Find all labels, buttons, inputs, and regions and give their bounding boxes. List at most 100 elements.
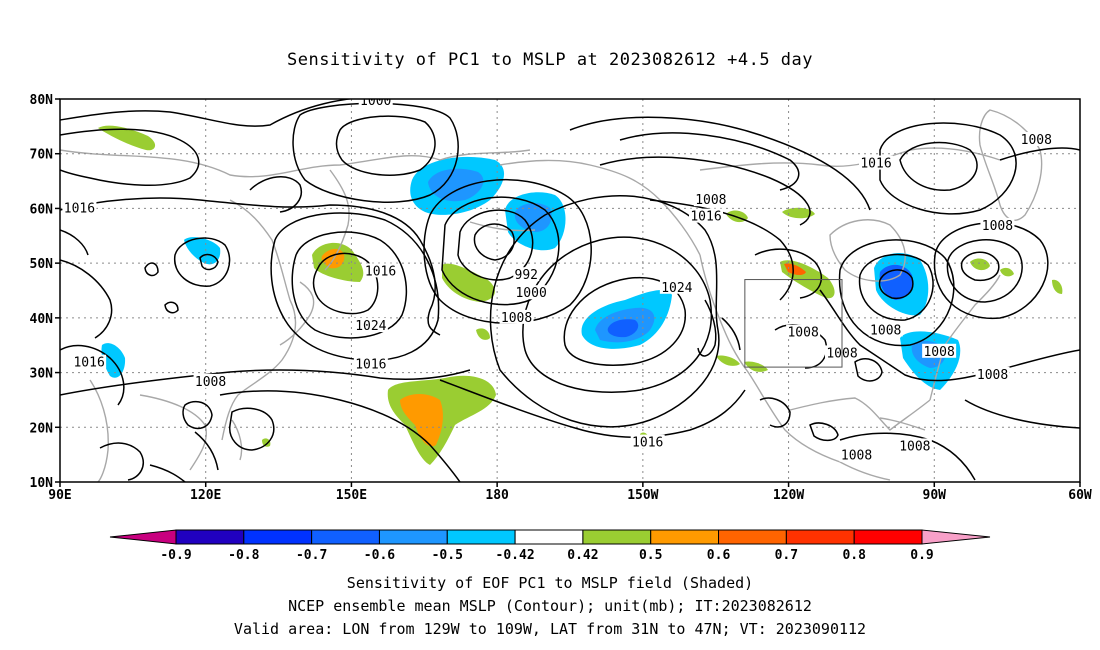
contour-label: 1000 (360, 94, 391, 109)
contour-westsib-2 (60, 229, 89, 256)
contour-label: 1008 (982, 219, 1013, 234)
contour-india-1016 (60, 344, 125, 406)
colorbar-segment (514, 529, 584, 545)
coast-indochina (89, 379, 109, 482)
shade-positive-siberia (98, 125, 156, 151)
colorbar-left-arrow (109, 529, 177, 545)
valid-area-box (744, 279, 843, 368)
contour-greenland-low-inner (899, 141, 978, 191)
shade-positive-eastcanada (970, 258, 990, 271)
colorbar-label: 0.8 (842, 548, 866, 563)
contour-label: 1016 (73, 356, 104, 371)
shade-positive-ph (262, 438, 271, 447)
contour-label-bg (193, 373, 228, 388)
lat-tick-label: 40N (30, 312, 54, 327)
lon-tick-label: 90W (923, 488, 947, 503)
contour-label: 1008 (195, 375, 226, 390)
coast-cuba (879, 417, 926, 431)
contour-atlantic-high (964, 399, 1080, 429)
contour-seasia-b (229, 407, 275, 451)
colorbar-segment (853, 529, 923, 545)
contour-label: 1016 (64, 201, 95, 216)
contour-label: 1016 (365, 264, 396, 279)
contour-label-bg (859, 155, 893, 170)
contour-mexico-b (809, 422, 839, 442)
contour-label: 1024 (355, 319, 386, 334)
contour-label-bg (514, 285, 549, 300)
colorbar-segment (785, 529, 855, 545)
colorbar-segment (243, 529, 313, 545)
shade-positive-dateline (442, 263, 495, 302)
colorbar-label: 0.6 (707, 548, 731, 563)
colorbar: -0.9 -0.8 -0.7 -0.6 -0.5 -0.42 0.42 0.5 0.6 0.7 0.… (109, 529, 991, 563)
contour-plains (754, 248, 822, 299)
lat-tick-label: 20N (30, 421, 54, 436)
lon-tick-label: 180 (485, 488, 509, 503)
contour-tropical-1016 (439, 379, 746, 439)
contour-labels: 1000 1016 1016 1024 1016 1016 1008 992 1000 1008 1… (62, 94, 1054, 464)
coast-central-america (839, 461, 891, 481)
contour-eastcanada-inner (960, 251, 1000, 282)
contour-pacific-high-1024 (563, 276, 686, 366)
contour-asia-1016 (60, 197, 441, 336)
contour-label: 1016 (690, 210, 721, 225)
contour-label-bg (363, 263, 398, 278)
contour-nawest-trough-a (697, 299, 717, 357)
contour-aleutian-1000 (457, 209, 534, 281)
contour-label-bg (689, 208, 723, 223)
contour-label: 992 (515, 268, 538, 283)
colorbar-label: -0.6 (364, 548, 395, 563)
longitude-axis: 90E 120E 150E 180 150W 120W 90W 60W (48, 482, 1092, 503)
colorbar-segment (311, 529, 380, 545)
contour-label-bg (358, 99, 393, 108)
shade-positive-mexico (716, 355, 740, 366)
colorbar-label: -0.8 (228, 548, 259, 563)
contour-label-bg (630, 434, 665, 449)
contour-label-bg (353, 318, 388, 333)
colorbar-segment (650, 529, 720, 545)
shade-positive-midlat (476, 328, 490, 340)
mslp-contours (60, 99, 1080, 482)
contour-label: 1008 (923, 345, 954, 360)
contour-japan-high-outer (291, 231, 408, 339)
contour-sib-small-a (164, 301, 179, 314)
contour-nawest-trough-b (721, 317, 741, 351)
contour-tibet-small (199, 253, 219, 271)
contour-mexico-a (759, 397, 791, 428)
colorbar-segment (175, 529, 245, 545)
contour-label-bg (72, 354, 107, 369)
colorbar-right-arrow (921, 529, 991, 545)
contour-label-bg (839, 447, 874, 462)
shade-negative-bering-core (514, 203, 552, 232)
coast-china-south (139, 394, 207, 471)
contour-label-bg (975, 366, 1010, 381)
contour-siberia-1008 (60, 99, 355, 127)
contour-label-bg (499, 309, 534, 324)
contour-label-bg (693, 192, 728, 207)
contour-eastcanada-1008 (933, 222, 1049, 320)
contour-label-bg (922, 343, 957, 358)
caption-line-1: Sensitivity of EOF PC1 to MSLP field (Sh… (346, 574, 754, 592)
contour-label: 1008 (977, 368, 1008, 383)
contour-label: 1000 (515, 286, 546, 301)
shade-positive-hudson-core (784, 263, 806, 275)
contour-label-bg (980, 217, 1015, 232)
contour-tropical-1008-west (60, 369, 471, 396)
colorbar-segment (446, 529, 516, 545)
coast-japan (279, 281, 315, 346)
contour-label-bg (1019, 132, 1054, 147)
contour-label-bg (62, 200, 97, 215)
contour-label-bg (868, 322, 903, 337)
contour-mongolia (144, 262, 159, 277)
colorbar-label: 0.5 (639, 548, 662, 563)
contour-label-bg (786, 324, 821, 339)
contour-pacific-high-1016 (522, 236, 713, 393)
contour-westsib (60, 259, 113, 339)
shade-positive-greenland-s (1000, 267, 1014, 277)
contour-label: 1008 (787, 326, 818, 341)
map-title: Sensitivity of PC1 to MSLP at 2023082612… (286, 50, 813, 70)
shade-negative-pacific-darkcore (607, 319, 639, 338)
contour-label: 1016 (632, 436, 663, 451)
contour-nawest-1016 (649, 199, 794, 301)
contour-greenland-1008 (999, 147, 1080, 161)
